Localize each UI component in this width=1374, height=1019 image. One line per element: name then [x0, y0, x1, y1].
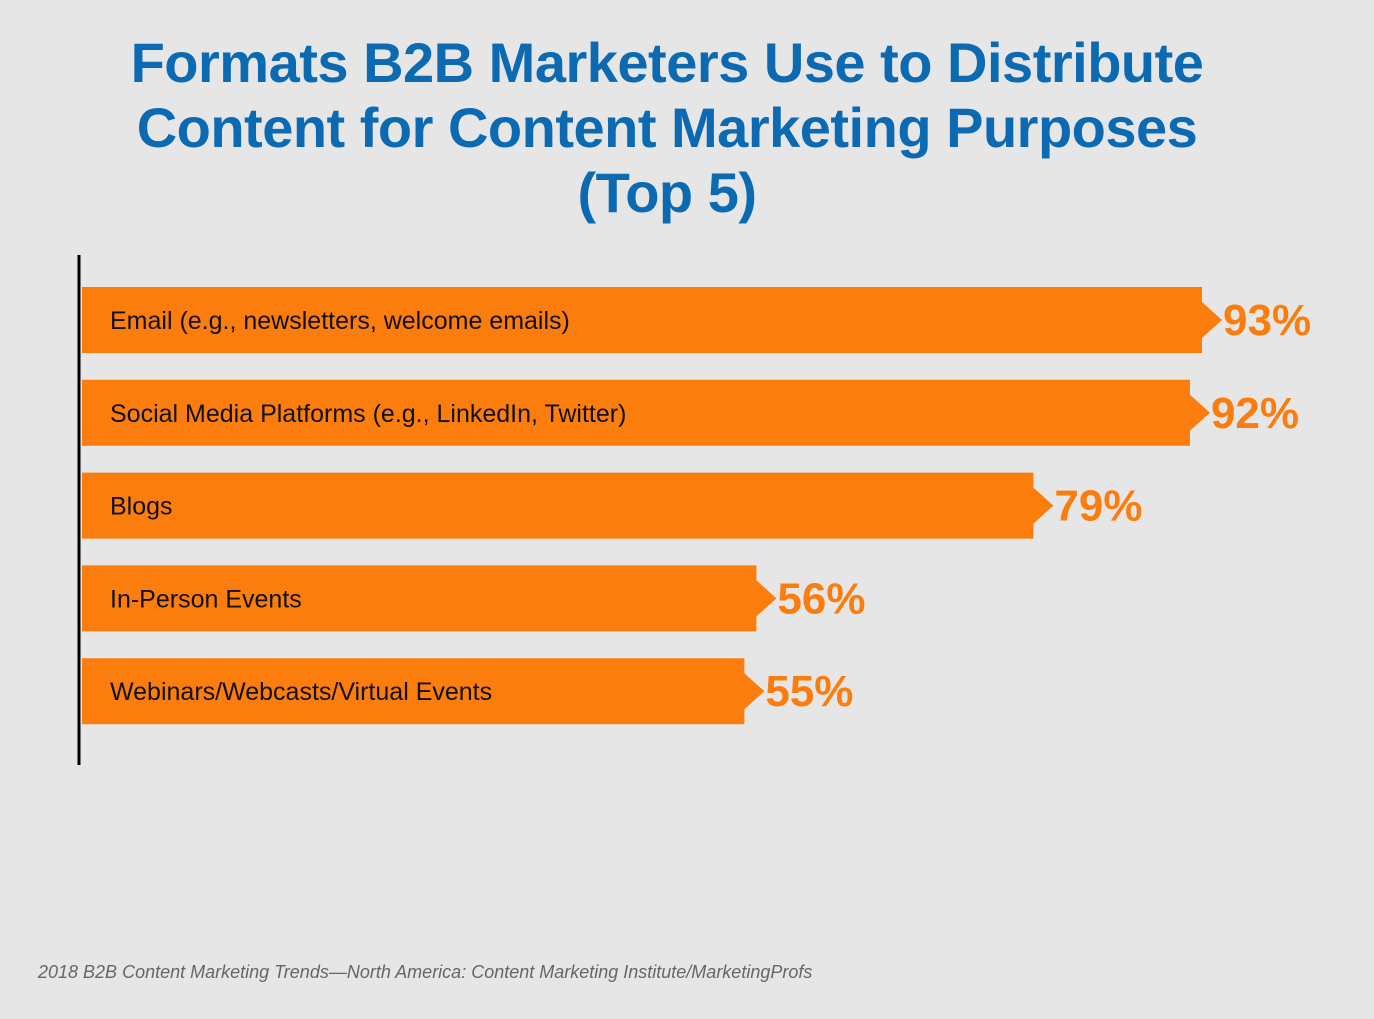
source-note: 2018 B2B Content Marketing Trends—North …: [38, 962, 813, 982]
chart-title-line: Formats B2B Marketers Use to Distribute: [130, 31, 1204, 94]
bar: [82, 472, 1054, 539]
chart-title-line: Content for Content Marketing Purposes: [136, 96, 1198, 159]
data-label: 92%: [1211, 389, 1299, 438]
category-label: Social Media Platforms (e.g., LinkedIn, …: [110, 400, 626, 428]
category-label: Webinars/Webcasts/Virtual Events: [110, 678, 492, 706]
category-label: Blogs: [110, 493, 173, 521]
bar: [82, 658, 765, 725]
data-label: 55%: [765, 667, 853, 716]
bar: [82, 287, 1222, 353]
chart-title: Formats B2B Marketers Use to Distribute …: [0, 30, 1334, 225]
data-label: 56%: [777, 574, 865, 623]
category-label: Email (e.g., newsletters, welcome emails…: [110, 307, 570, 335]
category-label: In-Person Events: [110, 585, 302, 613]
bar: [82, 565, 777, 632]
data-label: 79%: [1054, 482, 1142, 531]
chart-title-line: (Top 5): [577, 161, 757, 224]
data-label: 93%: [1223, 296, 1311, 345]
bar: [82, 379, 1210, 446]
